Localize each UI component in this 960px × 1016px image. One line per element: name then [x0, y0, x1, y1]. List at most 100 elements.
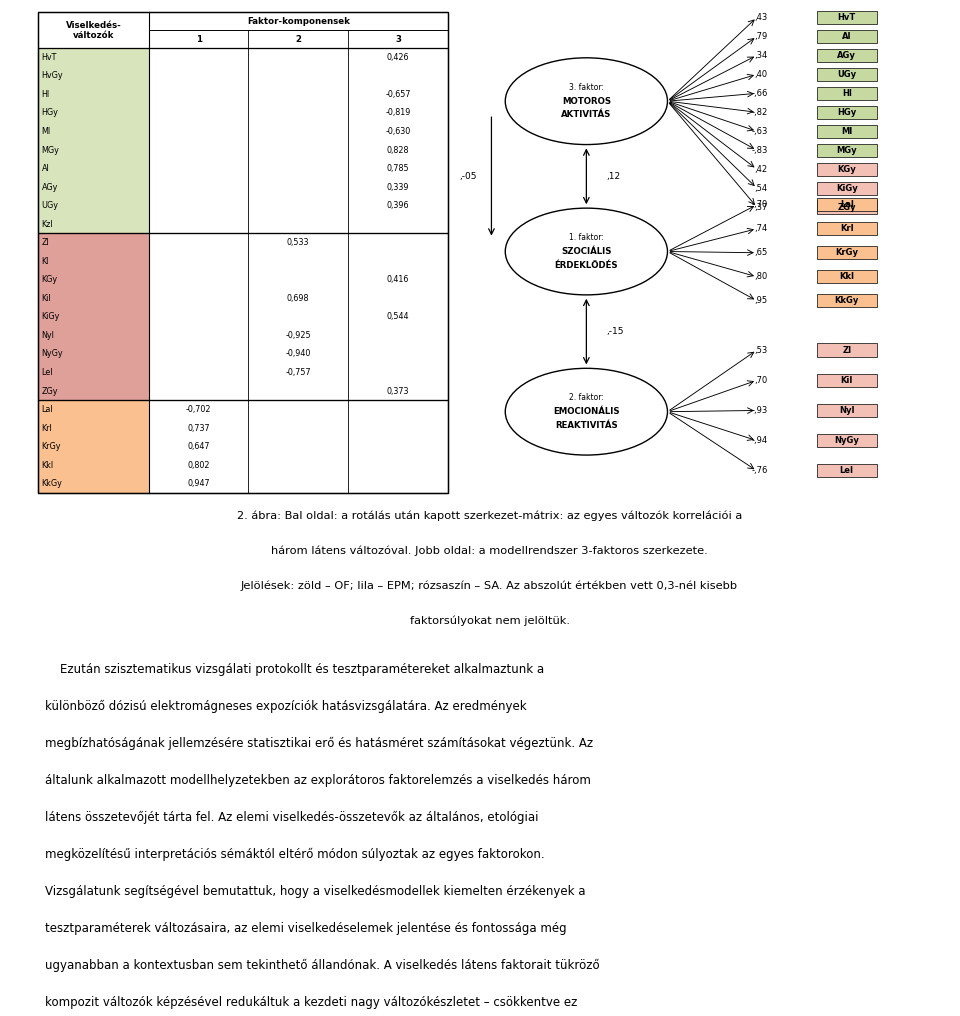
Bar — [38, 252, 149, 270]
Text: ,40: ,40 — [755, 70, 768, 79]
Bar — [348, 48, 448, 67]
Text: megbízhatóságának jellemzésére statisztikai erő és hatásméret számításokat végez: megbízhatóságának jellemzésére statiszti… — [45, 737, 593, 750]
Text: KrI: KrI — [840, 225, 853, 234]
Text: NyI: NyI — [41, 331, 55, 340]
Bar — [38, 196, 149, 215]
Text: LaI: LaI — [41, 405, 54, 415]
Text: AGy: AGy — [41, 183, 58, 192]
Text: REAKTIVITÁS: REAKTIVITÁS — [555, 421, 617, 430]
Text: MGy: MGy — [836, 145, 857, 154]
Text: HvT: HvT — [837, 13, 856, 22]
Text: ZI: ZI — [842, 345, 852, 355]
Text: 0,785: 0,785 — [387, 164, 409, 173]
Text: ,43: ,43 — [755, 13, 768, 22]
Text: Jelölések: zöld – OF; lila – EPM; rózsaszín – SA. Az abszolút értékben vett 0,3-: Jelölések: zöld – OF; lila – EPM; rózsas… — [241, 580, 738, 591]
Bar — [249, 270, 348, 290]
FancyBboxPatch shape — [817, 343, 876, 357]
Bar — [38, 104, 149, 122]
Bar — [249, 196, 348, 215]
Bar — [149, 438, 249, 456]
Text: MGy: MGy — [41, 145, 60, 154]
Text: -,66: -,66 — [752, 88, 768, 98]
Text: ZI: ZI — [41, 238, 50, 247]
Bar — [348, 419, 448, 438]
Text: HvT: HvT — [41, 53, 57, 62]
Bar — [249, 308, 348, 326]
Text: 0,416: 0,416 — [387, 275, 409, 284]
Bar — [38, 215, 149, 234]
Text: 0,737: 0,737 — [187, 424, 210, 433]
Text: ,34: ,34 — [755, 51, 768, 60]
Bar — [38, 141, 149, 160]
Text: 1: 1 — [196, 35, 202, 44]
Text: LeI: LeI — [840, 466, 853, 475]
Text: 0,339: 0,339 — [387, 183, 409, 192]
Text: UGy: UGy — [41, 201, 59, 210]
Bar — [348, 344, 448, 364]
Text: 0,373: 0,373 — [387, 386, 409, 395]
Text: KiI: KiI — [841, 376, 852, 385]
Bar — [38, 308, 149, 326]
Text: ,42: ,42 — [755, 165, 768, 174]
Text: KiI: KiI — [41, 294, 51, 303]
Text: KrGy: KrGy — [41, 442, 61, 451]
Bar — [249, 290, 348, 308]
Bar — [149, 474, 249, 493]
Bar — [149, 326, 249, 344]
Bar — [38, 48, 448, 234]
FancyBboxPatch shape — [817, 49, 876, 62]
Text: NyGy: NyGy — [41, 350, 63, 359]
Text: KkI: KkI — [41, 460, 54, 469]
Text: -0,657: -0,657 — [385, 89, 411, 99]
Bar — [38, 67, 149, 85]
FancyBboxPatch shape — [817, 198, 876, 211]
Text: MI: MI — [841, 127, 852, 136]
FancyBboxPatch shape — [817, 68, 876, 81]
Text: HI: HI — [842, 88, 852, 98]
Text: 0,396: 0,396 — [387, 201, 409, 210]
Bar — [249, 364, 348, 382]
Bar — [149, 308, 249, 326]
Bar — [149, 382, 249, 400]
Text: ,79: ,79 — [755, 31, 768, 41]
Text: AI: AI — [842, 31, 852, 41]
Bar — [38, 382, 149, 400]
Bar — [38, 290, 149, 308]
Bar — [348, 382, 448, 400]
FancyBboxPatch shape — [817, 125, 876, 138]
Text: SZOCIÁLIS: SZOCIÁLIS — [561, 247, 612, 256]
Text: NyI: NyI — [839, 406, 854, 415]
Ellipse shape — [505, 58, 667, 144]
Text: 1. faktor:: 1. faktor: — [569, 234, 604, 242]
Bar — [149, 48, 249, 67]
Bar — [149, 234, 249, 252]
Bar — [348, 252, 448, 270]
FancyBboxPatch shape — [817, 86, 876, 100]
FancyBboxPatch shape — [817, 295, 876, 308]
Text: KiGy: KiGy — [836, 184, 857, 193]
Text: -0,819: -0,819 — [385, 109, 411, 118]
Bar — [149, 141, 249, 160]
Bar — [249, 419, 348, 438]
Bar — [249, 344, 348, 364]
FancyBboxPatch shape — [817, 200, 876, 213]
Text: LaI: LaI — [840, 200, 853, 209]
Text: KzI: KzI — [41, 219, 54, 229]
Text: HGy: HGy — [837, 108, 856, 117]
Text: megközelítésű interpretációs sémáktól eltérő módon súlyoztak az egyes faktorokon: megközelítésű interpretációs sémáktól el… — [45, 847, 545, 861]
Text: KkI: KkI — [839, 272, 854, 281]
Text: ,-05: ,-05 — [460, 172, 477, 181]
Text: AI: AI — [41, 164, 50, 173]
Text: ugyanabban a kontextusban sem tekinthető állandónak. A viselkedés látens faktora: ugyanabban a kontextusban sem tekinthető… — [45, 959, 600, 971]
Text: Faktor-komponensek: Faktor-komponensek — [247, 17, 350, 25]
Text: ZGy: ZGy — [41, 386, 59, 395]
Bar — [348, 438, 448, 456]
FancyBboxPatch shape — [817, 223, 876, 236]
Bar — [149, 290, 249, 308]
Bar — [348, 474, 448, 493]
Bar — [38, 12, 448, 493]
Bar — [249, 215, 348, 234]
FancyBboxPatch shape — [817, 270, 876, 283]
Bar — [348, 104, 448, 122]
Text: HI: HI — [41, 89, 50, 99]
